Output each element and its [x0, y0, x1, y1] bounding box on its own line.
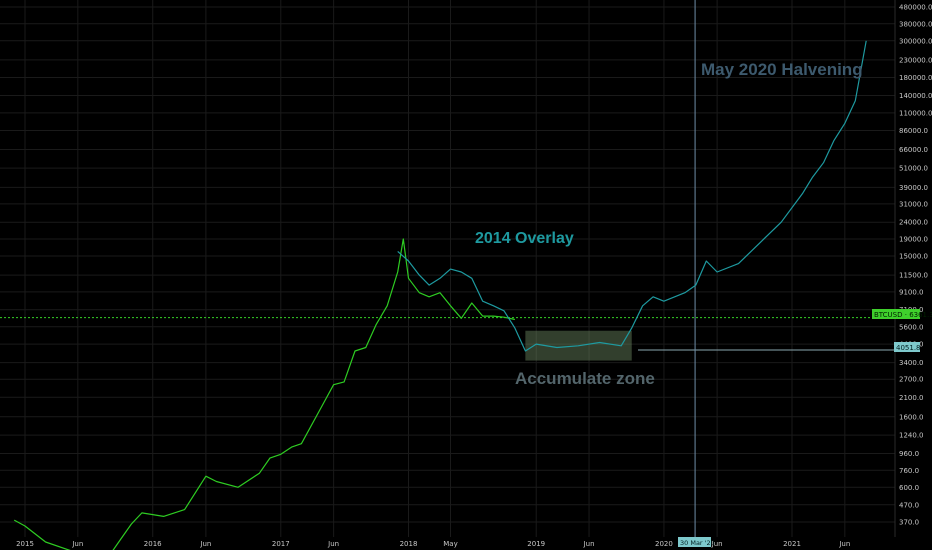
x-tick-label: Jun	[71, 540, 83, 548]
y-tick-label: 960.0	[899, 450, 919, 458]
x-tick-label: Jun	[711, 540, 723, 548]
series-line-btcusd	[13, 238, 516, 550]
y-tick-label: 1240.0	[899, 432, 924, 440]
y-tick-label: 600.0	[899, 484, 919, 492]
series-lines	[13, 40, 867, 550]
series-line-2014-overlay	[397, 40, 867, 352]
y-tick-label: 480000.0	[899, 4, 932, 12]
price-label-overlay: 4051.8	[894, 342, 921, 352]
x-tick-label: Jun	[199, 540, 211, 548]
y-tick-label: 2700.0	[899, 376, 924, 384]
y-tick-label: 39000.0	[899, 184, 928, 192]
x-tick-label: Jun	[327, 540, 339, 548]
y-tick-label: 300000.0	[899, 37, 932, 45]
y-tick-label: 15000.0	[899, 253, 928, 261]
y-tick-label: 180000.0	[899, 74, 932, 82]
x-axis: 2015 Jun 2016 Jun 2017 Jun 2018 May 2019 Jun 2020 J…	[16, 540, 850, 548]
y-tick-label: 31000.0	[899, 200, 928, 208]
date-marker-text: 30 Mar '20	[680, 539, 715, 547]
y-tick-label: 19000.0	[899, 236, 928, 244]
y-tick-label: 51000.0	[899, 165, 928, 173]
y-tick-label: 370.0	[899, 519, 919, 527]
x-tick-label: Jun	[838, 540, 850, 548]
y-tick-label: 11500.0	[899, 272, 928, 280]
y-tick-label: 24000.0	[899, 219, 928, 227]
x-tick-label: 2020	[655, 540, 673, 548]
y-tick-label: 1600.0	[899, 413, 924, 421]
y-tick-label: 9100.0	[899, 288, 924, 296]
price-label-overlay-text: 4051.8	[896, 344, 921, 352]
y-tick-label: 380000.0	[899, 20, 932, 28]
y-tick-label: 5600.0	[899, 323, 924, 331]
x-tick-label: 2015	[16, 540, 34, 548]
x-tick-label: 2016	[144, 540, 162, 548]
annotation-2014-overlay: 2014 Overlay	[475, 230, 574, 247]
date-marker: 30 Mar '20	[678, 537, 715, 547]
y-tick-label: 470.0	[899, 501, 919, 509]
y-tick-label: 760.0	[899, 467, 919, 475]
y-tick-label: 230000.0	[899, 56, 932, 64]
annotation-may-2020-halvening: May 2020 Halvening	[701, 60, 863, 79]
x-tick-label: Jun	[583, 540, 595, 548]
x-tick-label: May	[443, 540, 457, 548]
x-tick-label: 2019	[527, 540, 545, 548]
price-label-btcusd: BTCUSD · 6361.3	[872, 309, 932, 319]
price-label-btcusd-text: BTCUSD · 6361.3	[874, 311, 932, 319]
y-tick-label: 110000.0	[899, 109, 932, 117]
price-lines	[0, 317, 894, 351]
y-tick-label: 66000.0	[899, 146, 928, 154]
grid	[0, 0, 896, 537]
x-tick-label: 2021	[783, 540, 801, 548]
x-tick-label: 2017	[272, 540, 290, 548]
y-tick-label: 86000.0	[899, 127, 928, 135]
x-tick-label: 2018	[400, 540, 418, 548]
y-tick-label: 2100.0	[899, 394, 924, 402]
annotation-accumulate-zone: Accumulate zone	[515, 369, 655, 388]
y-tick-label: 3400.0	[899, 359, 924, 367]
y-tick-label: 140000.0	[899, 92, 932, 100]
